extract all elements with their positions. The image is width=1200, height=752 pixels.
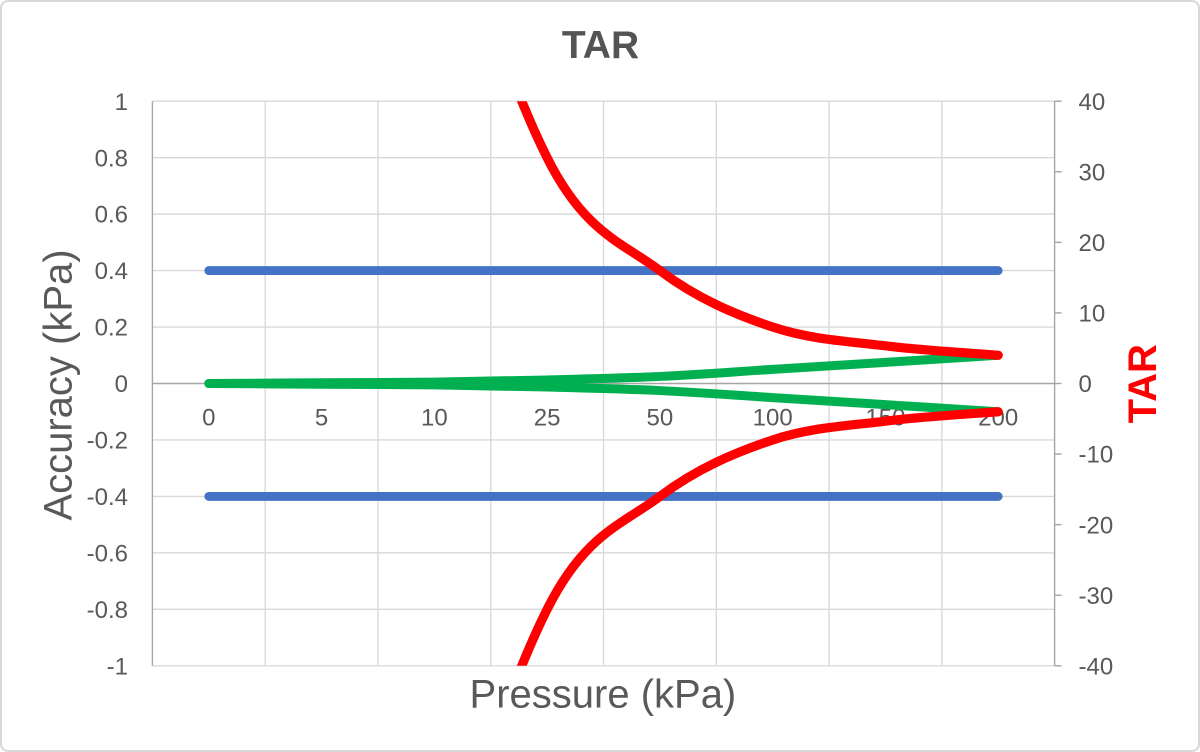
- svg-text:-0.8: -0.8: [87, 597, 128, 624]
- svg-text:5: 5: [315, 405, 328, 432]
- svg-text:Accuracy (kPa): Accuracy (kPa): [37, 249, 81, 520]
- svg-text:100: 100: [753, 405, 793, 432]
- svg-text:-0.4: -0.4: [87, 484, 128, 511]
- svg-text:0.4: 0.4: [95, 258, 128, 285]
- svg-text:-10: -10: [1079, 442, 1114, 469]
- svg-text:-0.2: -0.2: [87, 428, 128, 455]
- svg-text:40: 40: [1079, 89, 1106, 116]
- svg-text:TAR: TAR: [562, 24, 639, 67]
- svg-text:-40: -40: [1079, 653, 1114, 680]
- svg-text:20: 20: [1079, 230, 1106, 257]
- svg-text:-30: -30: [1079, 583, 1114, 610]
- svg-text:1: 1: [115, 89, 128, 116]
- svg-text:0: 0: [1079, 371, 1092, 398]
- svg-text:25: 25: [534, 405, 561, 432]
- svg-text:-1: -1: [107, 653, 128, 680]
- svg-text:10: 10: [421, 405, 448, 432]
- svg-text:0: 0: [115, 371, 128, 398]
- svg-text:-0.6: -0.6: [87, 540, 128, 567]
- svg-text:Pressure (kPa): Pressure (kPa): [470, 673, 737, 717]
- svg-text:50: 50: [647, 405, 674, 432]
- svg-text:30: 30: [1079, 159, 1106, 186]
- svg-text:0: 0: [202, 405, 215, 432]
- svg-text:0.2: 0.2: [95, 315, 128, 342]
- svg-text:0.8: 0.8: [95, 145, 128, 172]
- svg-text:10: 10: [1079, 301, 1106, 328]
- svg-text:-20: -20: [1079, 512, 1114, 539]
- svg-text:TAR: TAR: [1121, 344, 1165, 423]
- svg-text:0.6: 0.6: [95, 202, 128, 229]
